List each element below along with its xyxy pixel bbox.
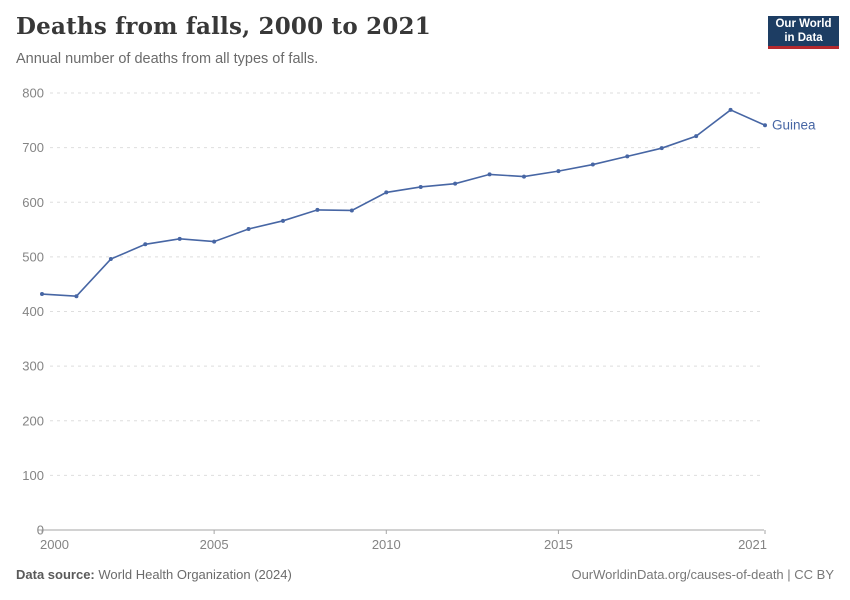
data-point-2004[interactable]	[177, 236, 182, 241]
owid-logo-line1: Our World	[775, 17, 832, 30]
x-tick-label: 2015	[544, 537, 573, 552]
data-point-2009[interactable]	[349, 208, 354, 213]
data-point-2021[interactable]	[763, 123, 767, 128]
x-tick-label: 2000	[40, 537, 69, 552]
data-point-2019[interactable]	[694, 134, 699, 139]
data-point-2003[interactable]	[143, 242, 148, 247]
data-point-2008[interactable]	[315, 207, 320, 212]
page-title: Deaths from falls, 2000 to 2021	[16, 13, 431, 40]
attribution-link[interactable]: OurWorldinData.org/causes-of-death | CC …	[571, 567, 834, 582]
x-tick-label: 2021	[738, 537, 767, 552]
page-subtitle: Annual number of deaths from all types o…	[16, 51, 319, 67]
data-point-2006[interactable]	[246, 227, 251, 232]
data-point-2010[interactable]	[384, 190, 389, 195]
data-point-2020[interactable]	[728, 107, 733, 112]
data-point-2002[interactable]	[108, 257, 113, 262]
data-point-2018[interactable]	[659, 146, 664, 151]
y-tick-label: 400	[22, 304, 44, 319]
data-point-2015[interactable]	[556, 169, 561, 174]
y-tick-label: 100	[22, 468, 44, 483]
data-source-value: World Health Organization (2024)	[98, 567, 292, 582]
y-tick-label: 200	[22, 413, 44, 428]
data-point-2005[interactable]	[212, 239, 217, 244]
data-point-2007[interactable]	[281, 218, 285, 223]
owid-logo-line2: in Data	[784, 32, 823, 44]
data-point-2014[interactable]	[522, 174, 526, 179]
data-point-2001[interactable]	[74, 294, 79, 299]
y-tick-label: 500	[22, 249, 44, 264]
data-source: Data source: World Health Organization (…	[16, 567, 292, 582]
series-line-guinea[interactable]	[41, 109, 766, 298]
y-tick-label: 800	[22, 86, 44, 101]
y-tick-label: 600	[22, 195, 44, 210]
x-tick-label: 2005	[200, 537, 229, 552]
y-tick-label: 300	[22, 359, 44, 374]
data-point-2000[interactable]	[40, 292, 44, 297]
y-tick-label: 0	[37, 523, 44, 538]
y-tick-label: 700	[22, 140, 44, 155]
data-point-2011[interactable]	[418, 184, 423, 189]
line-chart[interactable]: 0 100 200 300 400 500 600 700 800 2000 2005 2010 201…	[0, 0, 850, 560]
data-point-2017[interactable]	[625, 154, 630, 159]
owid-logo[interactable]: Our World in Data	[768, 16, 839, 49]
data-point-2016[interactable]	[590, 162, 595, 167]
x-tick-label: 2010	[372, 537, 401, 552]
series-label-guinea[interactable]: Guinea	[772, 118, 816, 133]
data-point-2013[interactable]	[487, 172, 492, 177]
data-source-label: Data source:	[16, 567, 95, 582]
data-point-2012[interactable]	[453, 181, 458, 186]
